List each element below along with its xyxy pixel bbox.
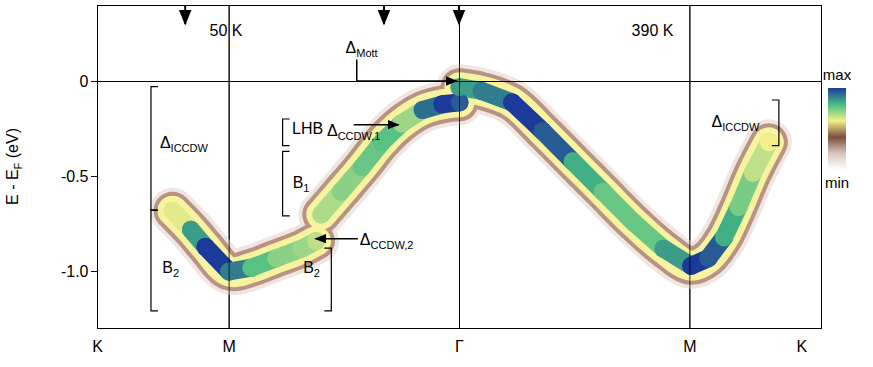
svg-text:E - EF (eV): E - EF (eV) xyxy=(4,128,24,205)
svg-text:M: M xyxy=(222,338,235,355)
svg-text:K: K xyxy=(92,338,103,355)
svg-text:K: K xyxy=(796,338,807,355)
svg-text:max: max xyxy=(823,66,852,83)
svg-text:ΔICCDW: ΔICCDW xyxy=(160,134,209,154)
svg-text:0: 0 xyxy=(80,73,89,90)
svg-text:Γ: Γ xyxy=(455,338,464,355)
svg-text:ΔMott: ΔMott xyxy=(346,39,378,59)
svg-text:390 K: 390 K xyxy=(632,22,674,39)
svg-text:B1: B1 xyxy=(293,174,310,194)
svg-text:ΔICCDW: ΔICCDW xyxy=(711,113,760,133)
svg-text:-0.5: -0.5 xyxy=(61,168,89,185)
svg-text:50 K: 50 K xyxy=(210,22,243,39)
svg-text:B2: B2 xyxy=(162,259,179,279)
svg-text:-1.0: -1.0 xyxy=(61,263,89,280)
svg-text:ΔCCDW,2: ΔCCDW,2 xyxy=(360,231,413,251)
svg-text:LHB: LHB xyxy=(292,121,323,138)
svg-text:ΔCCDW,1: ΔCCDW,1 xyxy=(327,123,380,143)
svg-text:M: M xyxy=(683,338,696,355)
svg-text:B2: B2 xyxy=(303,259,320,279)
svg-text:min: min xyxy=(825,174,849,191)
